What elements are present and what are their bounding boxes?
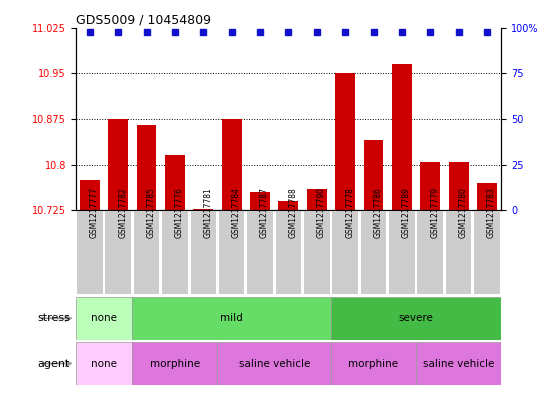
Text: mild: mild xyxy=(220,313,243,323)
FancyBboxPatch shape xyxy=(162,211,188,294)
Text: GSM1217787: GSM1217787 xyxy=(260,187,269,238)
FancyBboxPatch shape xyxy=(361,211,386,294)
FancyBboxPatch shape xyxy=(418,211,443,294)
Text: GSM1217778: GSM1217778 xyxy=(345,187,354,238)
Bar xyxy=(165,156,185,210)
Bar xyxy=(421,162,440,210)
FancyBboxPatch shape xyxy=(105,211,131,294)
Text: GDS5009 / 10454809: GDS5009 / 10454809 xyxy=(76,13,211,26)
FancyBboxPatch shape xyxy=(134,211,159,294)
Text: GSM1217781: GSM1217781 xyxy=(203,187,212,238)
Text: morphine: morphine xyxy=(150,358,200,369)
FancyBboxPatch shape xyxy=(276,211,301,294)
FancyBboxPatch shape xyxy=(333,211,358,294)
Bar xyxy=(80,180,100,210)
FancyBboxPatch shape xyxy=(219,211,244,294)
FancyBboxPatch shape xyxy=(190,211,216,294)
Bar xyxy=(363,140,384,210)
Text: GSM1217788: GSM1217788 xyxy=(288,187,297,238)
Text: agent: agent xyxy=(38,358,70,369)
Text: GSM1217786: GSM1217786 xyxy=(374,187,382,238)
Bar xyxy=(307,189,326,210)
Text: GSM1217776: GSM1217776 xyxy=(175,187,184,238)
Bar xyxy=(217,342,331,385)
Bar xyxy=(137,125,156,210)
Bar xyxy=(250,192,270,210)
Text: GSM1217784: GSM1217784 xyxy=(232,187,241,238)
Text: GSM1217783: GSM1217783 xyxy=(487,187,496,238)
FancyBboxPatch shape xyxy=(474,211,500,294)
Bar xyxy=(132,297,331,340)
Bar xyxy=(331,297,501,340)
FancyBboxPatch shape xyxy=(304,211,329,294)
FancyBboxPatch shape xyxy=(77,211,102,294)
Bar xyxy=(193,209,213,210)
Bar xyxy=(278,201,298,210)
Text: GSM1217782: GSM1217782 xyxy=(118,187,127,238)
FancyBboxPatch shape xyxy=(248,211,273,294)
Text: GSM1217785: GSM1217785 xyxy=(147,187,156,238)
Bar xyxy=(449,162,469,210)
FancyBboxPatch shape xyxy=(446,211,472,294)
Text: severe: severe xyxy=(399,313,433,323)
Bar xyxy=(76,342,132,385)
Text: none: none xyxy=(91,313,117,323)
Bar xyxy=(477,183,497,210)
Bar xyxy=(108,119,128,210)
Text: GSM1217780: GSM1217780 xyxy=(459,187,468,238)
Text: GSM1217779: GSM1217779 xyxy=(430,187,439,238)
FancyBboxPatch shape xyxy=(389,211,414,294)
Text: saline vehicle: saline vehicle xyxy=(239,358,310,369)
Text: morphine: morphine xyxy=(348,358,399,369)
Text: stress: stress xyxy=(37,313,70,323)
Bar xyxy=(222,119,241,210)
Bar xyxy=(416,342,501,385)
Bar xyxy=(335,73,355,210)
Text: GSM1217777: GSM1217777 xyxy=(90,187,99,238)
Text: saline vehicle: saline vehicle xyxy=(423,358,494,369)
Text: none: none xyxy=(91,358,117,369)
Text: GSM1217790: GSM1217790 xyxy=(317,187,326,238)
Text: GSM1217789: GSM1217789 xyxy=(402,187,411,238)
Bar xyxy=(331,342,416,385)
Bar xyxy=(132,342,217,385)
Bar xyxy=(76,297,132,340)
Bar xyxy=(392,64,412,210)
